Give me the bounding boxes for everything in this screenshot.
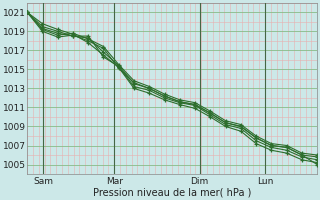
X-axis label: Pression niveau de la mer( hPa ): Pression niveau de la mer( hPa ) [93,187,252,197]
